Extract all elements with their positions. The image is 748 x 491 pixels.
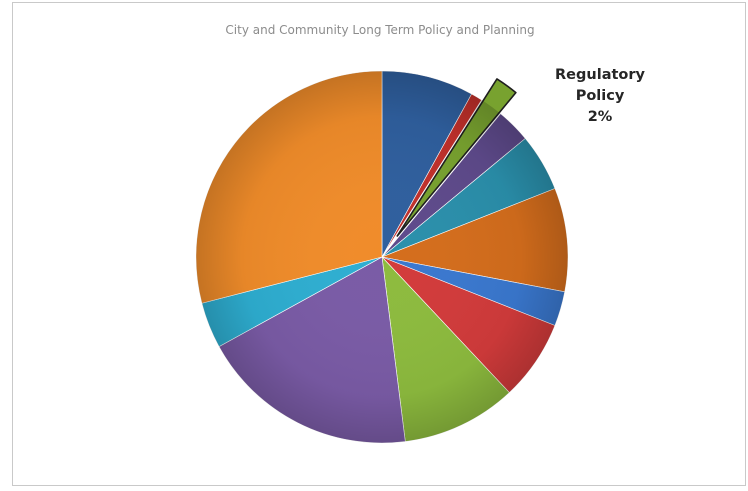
slice-label-percent: 2%: [588, 109, 613, 125]
pie-slices: [195, 70, 569, 444]
chart-title: City and Community Long Term Policy and …: [225, 23, 535, 37]
slice-label-name: Regulatory: [555, 67, 646, 83]
slice-label-name: Policy: [576, 88, 625, 104]
pie-labels: Regulatory Policy 2%: [555, 67, 646, 125]
